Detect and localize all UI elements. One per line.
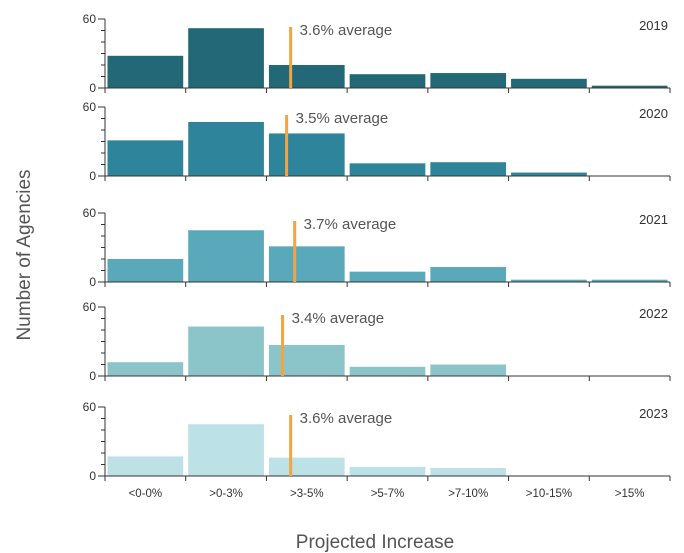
y-tick-label-2019: 0 (89, 81, 96, 95)
panel-2022: 0 60 2022 3.4% average (83, 300, 671, 383)
year-label-2023: 2023 (639, 406, 668, 421)
bar-2020-3 (349, 163, 426, 176)
bar-2022-3 (349, 366, 426, 376)
bar-2021-3 (349, 271, 426, 282)
bar-2022-4 (430, 364, 507, 376)
y-axis-title: Number of Agencies (14, 169, 35, 340)
bar-2019-2 (268, 65, 345, 88)
bar-2019-1 (188, 28, 264, 88)
y-tick-label-2023: 60 (83, 400, 97, 414)
average-label-2022: 3.4% average (292, 310, 385, 327)
bar-2021-2 (268, 246, 345, 282)
bar-2023-0 (107, 456, 184, 476)
x-tick-label-3: >5-7% (371, 488, 405, 500)
year-label-2019: 2019 (639, 18, 668, 33)
bar-2020-0 (107, 140, 184, 176)
bar-2021-5 (511, 279, 587, 282)
bar-2021-6 (591, 279, 668, 282)
bar-2021-4 (430, 267, 507, 282)
y-tick-label-2021: 60 (83, 206, 97, 220)
average-label-2021: 3.7% average (304, 216, 397, 233)
y-tick-label-2020: 0 (89, 169, 96, 183)
x-tick-label-4: >7-10% (448, 488, 488, 500)
bar-2021-0 (107, 259, 184, 282)
bar-2020-5 (511, 172, 587, 176)
bar-2022-2 (268, 344, 345, 376)
year-label-2022: 2022 (639, 306, 668, 321)
panel-2021: 0 60 2021 3.7% average (83, 206, 671, 289)
bar-2019-3 (349, 74, 426, 88)
year-label-2021: 2021 (639, 212, 668, 227)
bar-2023-2 (268, 457, 345, 476)
bar-2019-6 (591, 85, 668, 88)
average-label-2020: 3.5% average (296, 110, 389, 127)
bar-2019-0 (107, 55, 184, 88)
y-tick-label-2019: 60 (83, 12, 97, 26)
average-label-2023: 3.6% average (300, 410, 393, 427)
bar-2019-4 (430, 73, 507, 88)
y-tick-label-2022: 60 (83, 300, 97, 314)
bar-2020-2 (268, 133, 345, 176)
panel-2023: 0 60 2023 3.6% average (83, 400, 671, 483)
x-axis-title: Projected Increase (296, 532, 454, 553)
bar-2023-1 (188, 424, 264, 476)
bar-2023-3 (349, 466, 426, 476)
average-label-2019: 3.6% average (300, 22, 393, 39)
x-tick-label-5: >10-15% (526, 488, 572, 500)
x-tick-label-1: >0-3% (209, 488, 243, 500)
panel-2019: 0 60 2019 3.6% average (83, 12, 671, 95)
bar-2023-4 (430, 467, 507, 476)
bar-2021-1 (188, 230, 264, 282)
panel-2020: 0 60 2020 3.5% average (83, 100, 671, 183)
chart-panels: 0 60 2019 3.6% average 0 60 2020 3.5% average 0 6… (83, 12, 671, 500)
x-tick-label-0: <0-0% (129, 488, 163, 500)
y-tick-label-2022: 0 (89, 369, 96, 383)
bar-2020-1 (188, 121, 264, 176)
bar-2020-4 (430, 162, 507, 176)
bar-2022-1 (188, 326, 264, 376)
y-tick-label-2020: 60 (83, 100, 97, 114)
x-tick-label-2: >3-5% (290, 488, 324, 500)
x-tick-label-6: >15% (615, 488, 645, 500)
y-tick-label-2023: 0 (89, 469, 96, 483)
y-tick-label-2021: 0 (89, 275, 96, 289)
bar-2022-0 (107, 362, 184, 376)
bar-2019-5 (511, 78, 587, 88)
year-label-2020: 2020 (639, 106, 668, 121)
